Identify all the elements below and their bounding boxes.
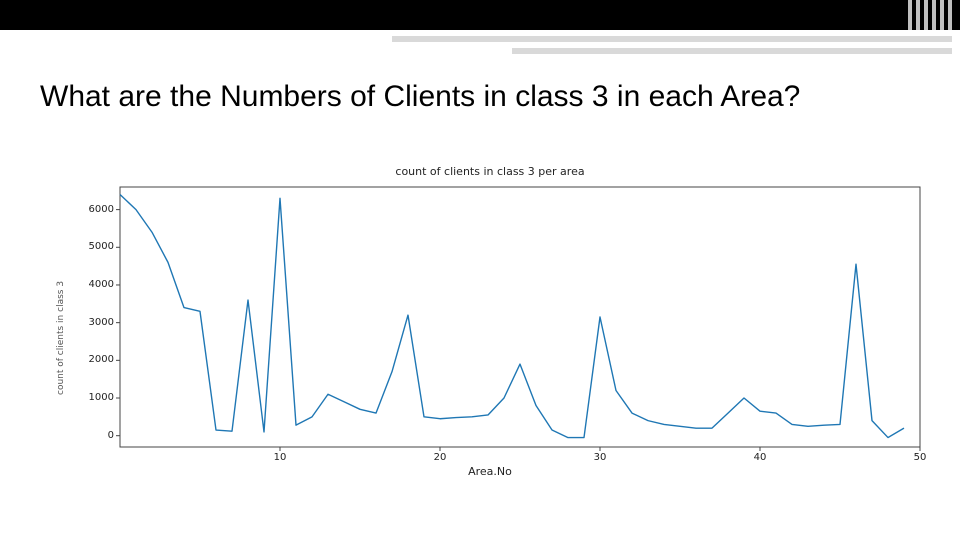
- slide: What are the Numbers of Clients in class…: [0, 0, 960, 540]
- x-axis-label: Area.No: [50, 465, 930, 478]
- vstrip: [932, 0, 936, 30]
- accent-line-1: [392, 36, 952, 42]
- y-tick-label: 3000: [89, 317, 114, 328]
- top-accent-decoration: [0, 30, 960, 60]
- y-tick-label: 4000: [89, 279, 114, 290]
- x-tick-label: 30: [585, 452, 615, 463]
- vstrip: [924, 0, 928, 30]
- x-tick-label: 10: [265, 452, 295, 463]
- y-tick-label: 1000: [89, 392, 114, 403]
- vstrip: [908, 0, 912, 30]
- y-tick-label: 6000: [89, 204, 114, 215]
- vstrip: [940, 0, 944, 30]
- y-tick-label: 2000: [89, 354, 114, 365]
- accent-line-2: [512, 48, 952, 54]
- top-black-bar: [0, 0, 960, 30]
- x-tick-label: 50: [905, 452, 935, 463]
- slide-title: What are the Numbers of Clients in class…: [40, 80, 920, 115]
- y-tick-label: 0: [108, 430, 114, 441]
- x-tick-label: 20: [425, 452, 455, 463]
- vstrip: [948, 0, 952, 30]
- x-tick-label: 40: [745, 452, 775, 463]
- y-tick-label: 5000: [89, 241, 114, 252]
- line-chart: count of clients in class 3 per area cou…: [50, 165, 930, 495]
- chart-svg: [50, 165, 930, 467]
- vstrip: [916, 0, 920, 30]
